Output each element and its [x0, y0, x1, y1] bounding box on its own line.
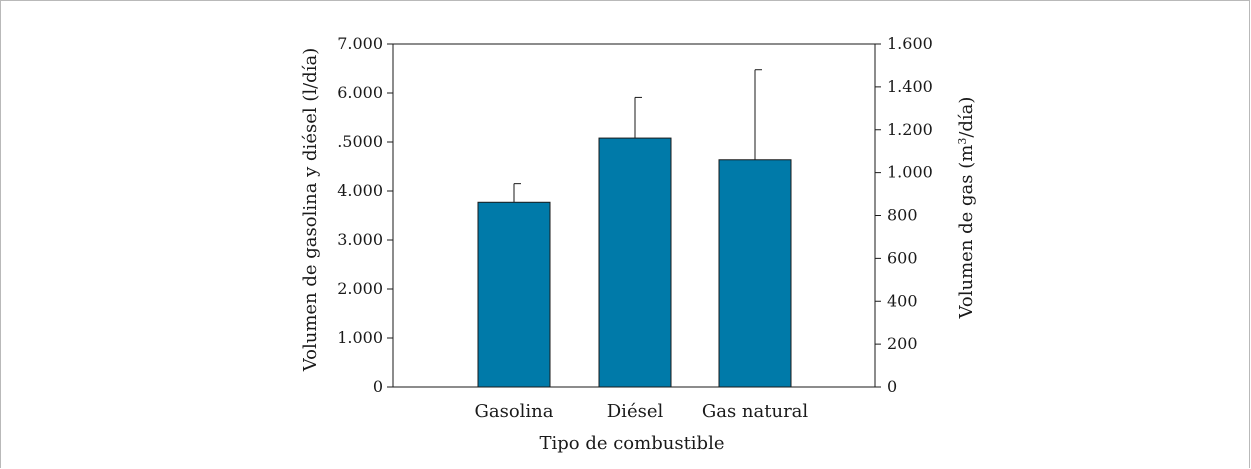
right-axis-title-end: /día) [956, 97, 977, 138]
left-tick-label: 6.000 [337, 83, 383, 102]
right-tick-label: 400 [887, 291, 918, 310]
left-tick-label: 4.000 [337, 181, 383, 200]
bar-gas-natural [718, 159, 792, 388]
right-tick-label: 1.400 [887, 77, 933, 96]
left-tick-label: 1.000 [337, 328, 383, 347]
right-tick-label: 1.600 [887, 34, 933, 53]
right-tick-label: 800 [887, 206, 918, 225]
chart-error-bars [513, 69, 762, 203]
x-category-label: Gasolina [474, 401, 553, 422]
right-tick-label: 0 [887, 377, 897, 396]
right-tick-label: 1.000 [887, 163, 933, 182]
left-tick-label: 7.000 [337, 34, 383, 53]
right-tick-label: 200 [887, 334, 918, 353]
left-tick-label: 2.000 [337, 279, 383, 298]
right-axis-title-base: Volumen de gas (m [956, 145, 977, 320]
right-axis-title-superscript: 3 [956, 138, 969, 145]
right-axis-title: Volumen de gas (m3/día) [956, 97, 977, 320]
bar-di-sel [598, 137, 672, 388]
x-category-label: Diésel [607, 401, 664, 422]
left-tick-label: 0 [373, 377, 383, 396]
chart-labels: 0 1.000 2.000 3.000 4.000 .5000 6.000 7.000 0 200… [300, 34, 977, 454]
left-tick-label: 3.000 [337, 230, 383, 249]
right-tick-label: 1.200 [887, 120, 933, 139]
left-axis-title: Volumen de gasolina y diésel (l/día) [300, 48, 321, 372]
bar-gasolina [477, 201, 551, 388]
right-tick-label: 600 [887, 248, 918, 267]
left-tick-label: .5000 [337, 132, 383, 151]
x-axis-title: Tipo de combustible [539, 433, 724, 454]
chart-bars [477, 137, 792, 388]
x-category-label: Gas natural [702, 401, 809, 422]
